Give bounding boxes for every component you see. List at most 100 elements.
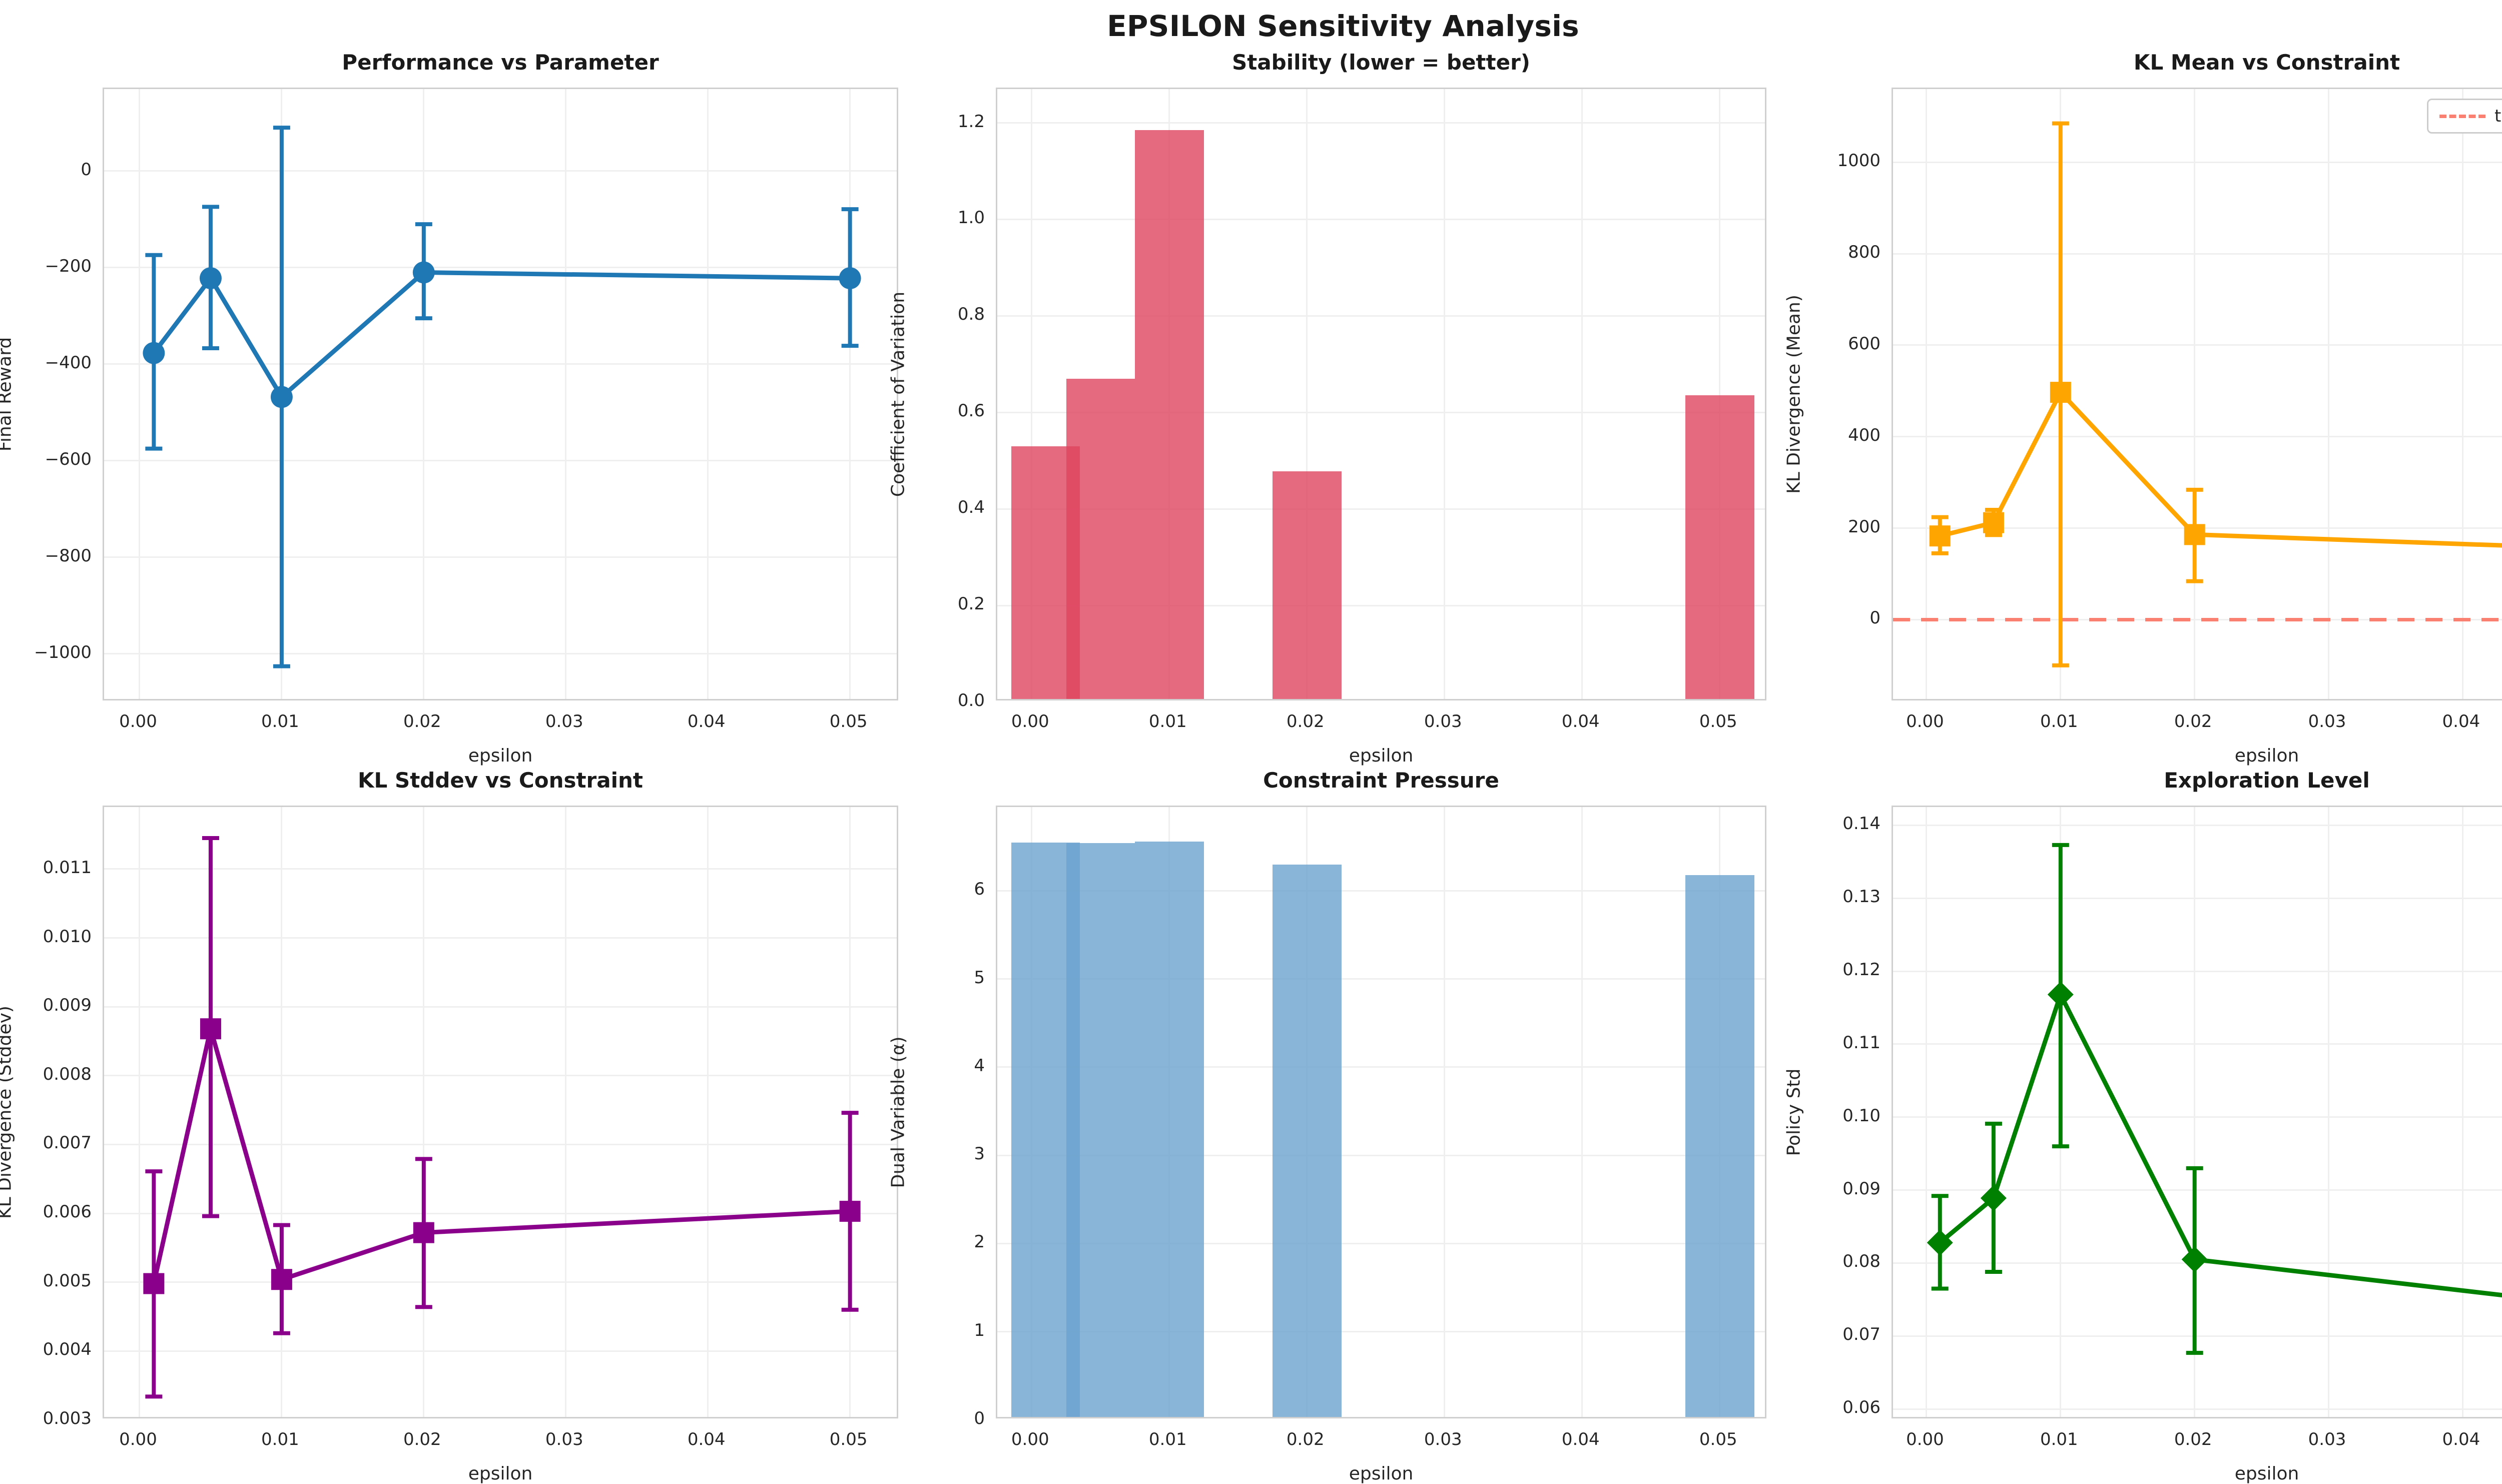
xtick-label: 0.00 [1906, 711, 1944, 731]
ytick-label: 6 [974, 879, 985, 900]
axes-kl-stddev-vs-constraint [103, 806, 898, 1418]
xtick-label: 0.04 [687, 1429, 726, 1449]
plot-area-constraint-pressure [997, 807, 1765, 1417]
bar-2 [1135, 130, 1204, 699]
error-bar-4 [841, 207, 859, 348]
ytick-label: 400 [1848, 425, 1881, 445]
ytick-label: 0.006 [43, 1202, 92, 1222]
series-performance-vs-parameter [143, 126, 861, 668]
gridline-vertical [1306, 89, 1308, 699]
data-point-1 [200, 1018, 221, 1040]
error-bar-1 [202, 836, 219, 1218]
panel-title-performance-vs-parameter: Performance vs Parameter [342, 50, 659, 75]
data-point-1 [1983, 512, 2004, 533]
ytick-label: 1.0 [957, 208, 985, 228]
gridline-vertical [1031, 807, 1033, 1417]
gridline-horizontal [997, 411, 1765, 413]
gridline-horizontal [104, 868, 897, 870]
series-line [1938, 992, 2502, 1298]
xtick-label: 0.00 [119, 1429, 157, 1449]
ytick-label: 0.06 [1842, 1397, 1881, 1418]
xtick-label: 0.03 [2308, 711, 2346, 731]
gridline-horizontal [1893, 527, 2502, 529]
series-line [151, 1026, 853, 1286]
ytick-label: 0.10 [1842, 1105, 1881, 1126]
bar-0 [1011, 842, 1080, 1417]
figure-suptitle: EPSILON Sensitivity Analysis [1107, 9, 1579, 43]
gridline-horizontal [997, 1066, 1765, 1068]
gridline-vertical [1719, 89, 1721, 699]
gridline-horizontal [104, 1075, 897, 1077]
xtick-label: 0.02 [2174, 711, 2212, 731]
xtick-label: 0.00 [1011, 711, 1049, 731]
ytick-label: −600 [45, 449, 92, 469]
gridline-horizontal [104, 1281, 897, 1283]
gridline-horizontal [997, 604, 1765, 606]
data-point-3 [2184, 524, 2205, 545]
series-line [1938, 390, 2502, 548]
gridline-horizontal [104, 556, 897, 558]
ytick-label: 1.2 [957, 111, 985, 132]
ytick-label: −800 [45, 545, 92, 566]
gridline-horizontal [997, 122, 1765, 124]
gridline-horizontal [1893, 253, 2502, 255]
ytick-label: −1000 [34, 642, 92, 662]
xtick-label: 0.02 [403, 711, 441, 731]
series-line [151, 270, 853, 399]
x-axis-label: epsilon [2234, 1463, 2299, 1484]
gridline-vertical [2328, 807, 2330, 1417]
xtick-label: 0.02 [1286, 1429, 1325, 1449]
ytick-label: 800 [1848, 242, 1881, 263]
y-axis-label: Dual Variable (α) [888, 1036, 909, 1188]
error-bar-0 [1931, 1194, 1949, 1291]
xtick-label: 0.01 [2040, 711, 2078, 731]
ytick-label: 0.4 [957, 497, 985, 518]
xtick-label: 0.01 [1148, 711, 1187, 731]
ytick-label: 0.07 [1842, 1324, 1881, 1345]
gridline-horizontal [1893, 161, 2502, 163]
data-point-3 [412, 261, 435, 284]
gridline-vertical [1168, 89, 1170, 699]
xtick-label: 0.04 [2442, 711, 2480, 731]
ytick-label: 0.2 [957, 594, 985, 614]
gridline-vertical [707, 89, 709, 699]
data-point-2 [2047, 981, 2074, 1008]
gridline-horizontal [1893, 436, 2502, 438]
data-point-0 [143, 342, 165, 364]
bar-0 [1011, 446, 1080, 699]
gridline-horizontal [104, 653, 897, 655]
ytick-label: 0.004 [43, 1339, 92, 1360]
ytick-label: −200 [45, 256, 92, 276]
plot-area-stability [997, 89, 1765, 699]
panel-title-stability: Stability (lower = better) [1232, 50, 1530, 75]
data-point-3 [413, 1222, 434, 1243]
data-point-1 [199, 267, 222, 290]
plot-area-exploration-level [1893, 807, 2502, 1417]
bar-3 [1273, 864, 1342, 1417]
data-point-3 [2181, 1246, 2208, 1273]
bar-1 [1066, 843, 1135, 1417]
error-bar-2 [2052, 121, 2069, 667]
axes-exploration-level [1892, 806, 2502, 1418]
gridline-horizontal [104, 1212, 897, 1214]
gridline-horizontal [997, 218, 1765, 220]
gridline-horizontal [1893, 1335, 2502, 1337]
error-bar-1 [1985, 1121, 2002, 1274]
gridline-vertical [849, 89, 851, 699]
gridline-horizontal [104, 1350, 897, 1352]
gridline-vertical [1444, 807, 1446, 1417]
gridline-vertical [1926, 807, 1928, 1417]
ytick-label: 1000 [1837, 151, 1881, 171]
gridline-vertical [1719, 807, 1721, 1417]
panel-title-constraint-pressure: Constraint Pressure [1263, 768, 1499, 793]
xtick-label: 0.05 [1699, 711, 1737, 731]
bar-1 [1066, 378, 1135, 699]
xtick-label: 0.00 [119, 711, 157, 731]
gridline-horizontal [997, 315, 1765, 317]
gridline-vertical [2328, 89, 2330, 699]
gridline-vertical [2060, 807, 2062, 1417]
gridline-horizontal [1893, 1116, 2502, 1118]
gridline-horizontal [997, 1242, 1765, 1244]
legend-kl-mean-vs-constraint: threshold [2427, 99, 2502, 134]
